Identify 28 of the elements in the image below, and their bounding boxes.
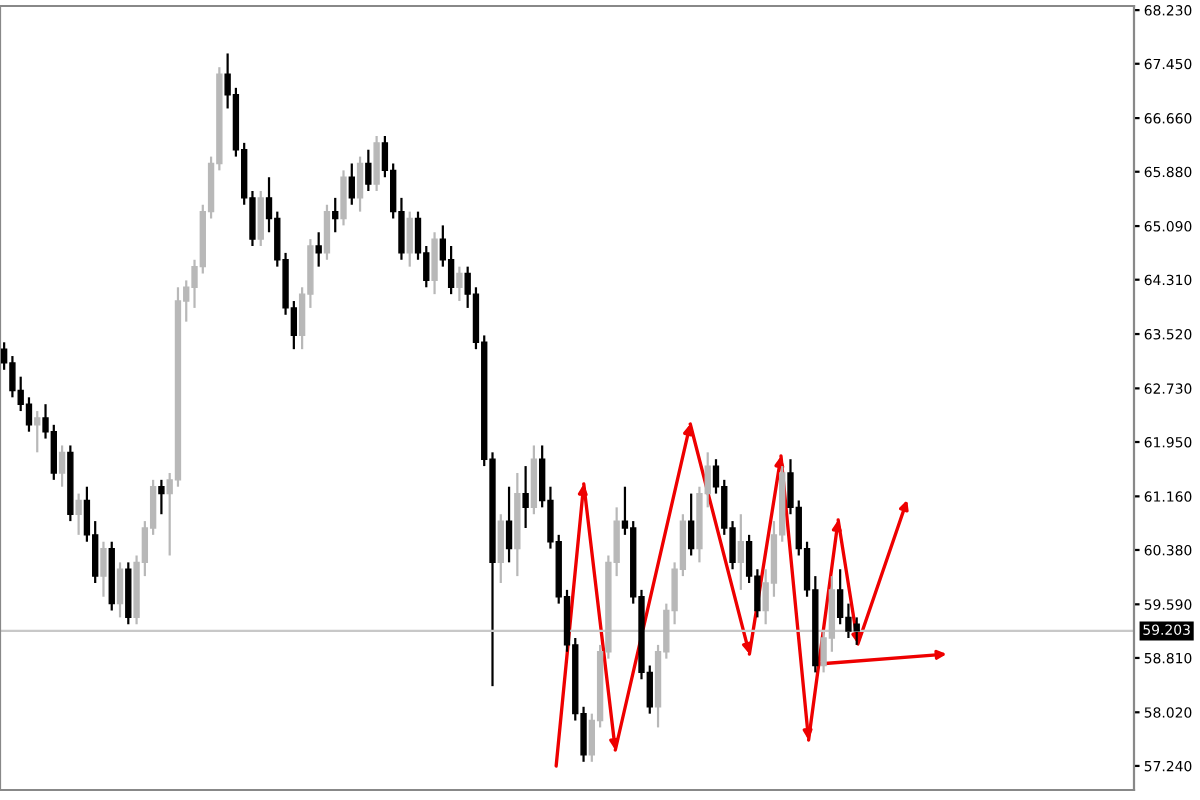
candlestick: [505, 485, 513, 564]
candlestick: [447, 244, 455, 296]
candlestick: [58, 444, 66, 488]
candlestick: [323, 203, 331, 261]
candlestick: [257, 189, 264, 248]
candlestick: [497, 513, 504, 585]
candlestick: [315, 231, 322, 268]
candlestick: [116, 561, 124, 619]
candlestick: [406, 210, 413, 268]
candlestick: [836, 568, 844, 626]
candlestick: [340, 169, 347, 227]
candlestick: [687, 492, 695, 557]
candlestick: [75, 492, 82, 536]
candlestick: [431, 231, 438, 296]
candlestick: [348, 162, 355, 206]
candlestick: [356, 155, 364, 213]
candlestick: [332, 196, 339, 234]
candlestick: [158, 478, 165, 516]
candlestick: [522, 464, 529, 530]
candlestick: [100, 540, 107, 598]
candlestick: [456, 265, 463, 303]
candlestick: [365, 148, 372, 193]
candlestick: [50, 423, 57, 481]
candlestick: [373, 134, 380, 193]
candlestick: [34, 409, 41, 454]
candlestick: [9, 354, 16, 399]
candlestick: [25, 396, 33, 433]
candlestick: [737, 513, 745, 591]
